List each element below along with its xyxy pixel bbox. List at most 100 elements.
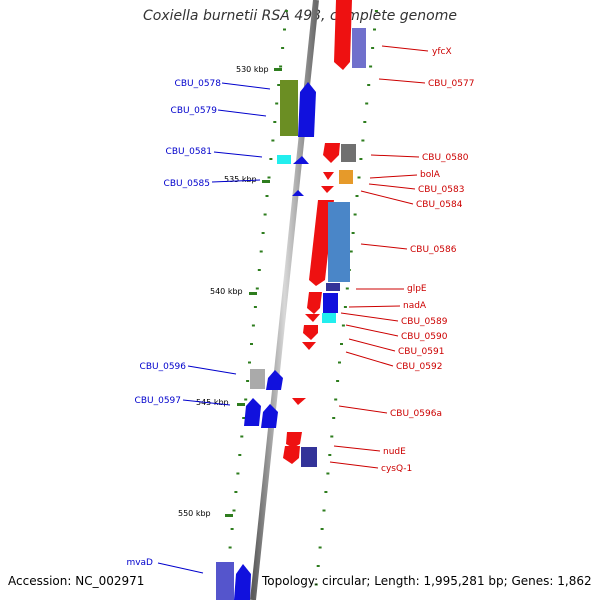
ruler-dot	[318, 546, 322, 549]
gene-label-forward: glpE	[407, 284, 427, 294]
gene-label-reverse: CBU_0596	[140, 362, 187, 372]
gene-block-nadA-blue	[323, 293, 338, 313]
gene-block-cbu0596-grey	[250, 369, 265, 389]
label-connector	[213, 151, 263, 158]
gene-block-cbu0578	[280, 80, 298, 136]
gene-label-reverse: CBU_0579	[171, 106, 218, 116]
gene-block-cbu0586	[309, 200, 334, 286]
tick-mark-535	[262, 180, 270, 183]
ruler-dot	[374, 10, 378, 12]
gene-label-forward: CBU_0583	[418, 185, 464, 195]
label-connector	[370, 154, 420, 158]
ruler-dot	[361, 139, 365, 142]
gene-label-forward: nadA	[403, 301, 427, 311]
gene-label-forward: CBU_0590	[401, 332, 448, 342]
ruler-dot	[316, 565, 320, 567]
gene-block-cbu0581	[293, 156, 309, 164]
ruler-dot	[326, 472, 330, 475]
gene-label-forward: yfcX	[432, 47, 452, 57]
gene-block-cbu0577	[352, 28, 366, 68]
gene-label-reverse: CBU_0581	[166, 147, 212, 157]
ruler-dot	[369, 65, 373, 68]
ruler-dot	[230, 528, 234, 530]
tick-mark-545	[237, 403, 245, 406]
tick-label-530: 530 kbp	[236, 65, 269, 74]
label-connector	[369, 174, 418, 179]
ruler-dot	[269, 158, 273, 160]
label-connector	[329, 461, 379, 469]
ruler-dot	[338, 361, 341, 364]
ruler-dot	[238, 454, 242, 456]
ruler-dot	[340, 343, 343, 345]
ruler-dot	[261, 232, 265, 234]
ruler-dot	[242, 417, 246, 419]
ruler-dot	[332, 417, 336, 419]
ruler-dot	[273, 121, 277, 123]
ruler-dot	[234, 491, 238, 493]
gene-block-cbu0590	[303, 325, 318, 340]
ruler-dot	[351, 232, 355, 234]
reverse-labels: CBU_0578 CBU_0579 CBU_0581 CBU_0585 CBU_0596…	[126, 79, 271, 574]
label-connector	[340, 312, 399, 322]
ruler-dot	[343, 306, 347, 308]
ruler-dot	[324, 491, 328, 493]
forward-labels: yfcX CBU_0577 CBU_0580 bolA CBU_0583 CBU_0584…	[329, 45, 474, 474]
forward-features	[283, 0, 366, 467]
gene-label-forward: CBU_0580	[422, 153, 469, 163]
reverse-features	[216, 80, 316, 600]
ruler-dot	[349, 250, 353, 253]
ruler-dot	[263, 213, 267, 216]
gene-block-mvad2	[234, 564, 251, 600]
tick-label-535: 535 kbp	[224, 175, 257, 184]
ruler-dot	[279, 65, 283, 68]
gene-block-cbu0579	[298, 82, 316, 137]
gene-label-reverse: CBU_0578	[175, 79, 222, 89]
label-connector	[187, 365, 237, 375]
ruler-dot	[240, 435, 244, 438]
ruler-dot	[232, 509, 236, 512]
tick-mark-550	[225, 514, 233, 517]
ruler-dot	[363, 121, 367, 123]
label-connector	[157, 562, 204, 574]
gene-label-forward: nudE	[383, 447, 406, 457]
gene-label-forward: cysQ-1	[381, 464, 412, 474]
gene-block-cbu0581-cyan	[277, 155, 291, 164]
gene-label-forward: CBU_0586	[410, 245, 457, 255]
gene-block-nadA	[307, 292, 322, 314]
ruler-dot	[322, 509, 326, 512]
accession-text: Accession: NC_002971	[8, 574, 145, 588]
label-connector	[217, 109, 267, 117]
ruler-dot	[283, 28, 286, 31]
gene-label-reverse: CBU_0597	[135, 396, 181, 406]
gene-label-forward: CBU_0596a	[390, 409, 442, 419]
gene-label-forward: CBU_0592	[396, 362, 442, 372]
gene-block-cbu0597b	[261, 404, 278, 428]
ruler-dot	[336, 380, 340, 382]
gene-block-nude2	[283, 446, 300, 464]
ruler-dot	[255, 287, 259, 290]
ruler-dot	[253, 306, 257, 308]
label-connector	[221, 82, 271, 90]
ruler-dot	[248, 361, 251, 364]
ruler-dot	[271, 139, 275, 142]
gene-block-cbu0583	[321, 186, 334, 193]
gene-label-reverse: CBU_0585	[164, 179, 210, 189]
label-connector	[345, 351, 394, 367]
ruler-dot	[334, 398, 338, 401]
label-connector	[360, 243, 408, 250]
ruler-dot	[373, 28, 376, 31]
map-title: Coxiella burnetii RSA 493, complete geno…	[143, 8, 457, 24]
label-connector	[211, 179, 261, 183]
tick-mark-540	[249, 292, 257, 295]
label-connector	[378, 78, 426, 84]
label-connector	[333, 445, 381, 452]
gene-block-cbu0589	[305, 314, 320, 322]
gene-label-forward: CBU_0584	[416, 200, 463, 210]
gene-block-cbu0596	[266, 370, 283, 390]
ruler-dot	[284, 10, 288, 12]
ruler-dot	[244, 398, 248, 401]
label-connector	[360, 190, 414, 205]
gene-block-yfcx	[334, 0, 352, 70]
tick-label-540: 540 kbp	[210, 287, 243, 296]
